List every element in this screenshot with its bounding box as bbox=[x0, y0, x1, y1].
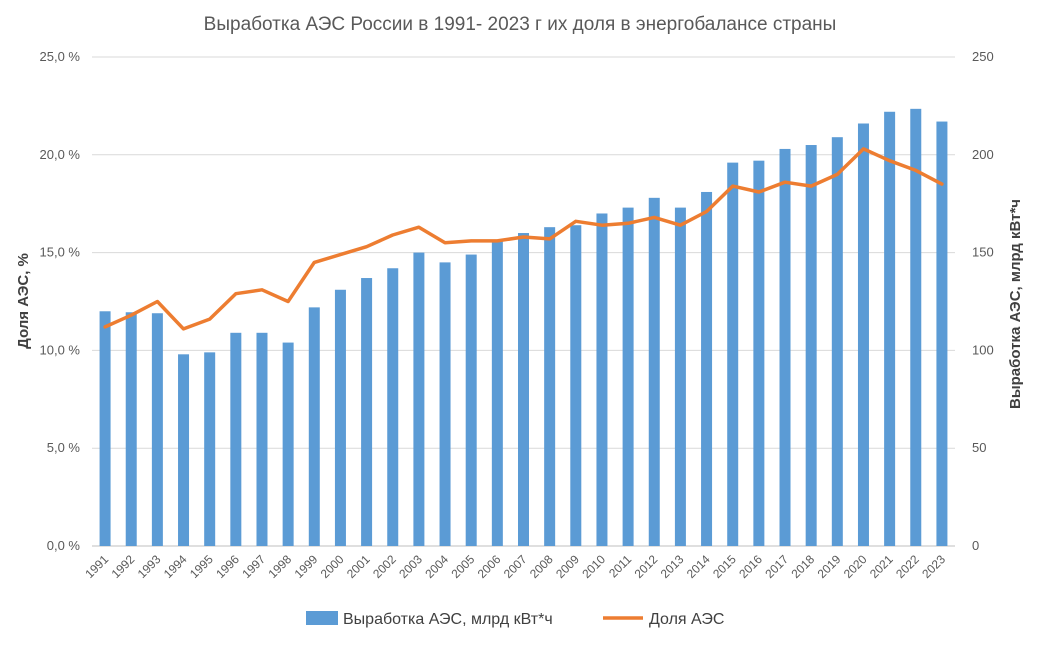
left-axis-ticks: 0,0 % 5,0 % 10,0 % 15,0 % 20,0 % 25,0 % bbox=[40, 49, 81, 553]
x-tick-label: 2013 bbox=[658, 552, 687, 581]
right-tick-label: 250 bbox=[972, 49, 994, 64]
x-tick-label: 2002 bbox=[370, 552, 399, 581]
right-tick-label: 100 bbox=[972, 342, 994, 357]
bar-2020 bbox=[857, 123, 869, 546]
x-tick-label: 1997 bbox=[239, 552, 268, 581]
left-tick-label: 0,0 % bbox=[47, 538, 81, 553]
bar-2013 bbox=[674, 207, 686, 546]
bar-1997 bbox=[256, 332, 268, 546]
left-axis-label: Доля АЭС, % bbox=[15, 253, 32, 349]
x-tick-label: 2011 bbox=[606, 552, 634, 580]
bar-1998 bbox=[282, 342, 294, 546]
bar-2021 bbox=[884, 111, 896, 546]
right-tick-label: 150 bbox=[972, 245, 994, 260]
bar-1993 bbox=[151, 313, 163, 546]
right-axis-label: Выработка АЭС, млрд кВт*ч bbox=[1007, 199, 1024, 409]
x-tick-label: 1993 bbox=[135, 552, 164, 581]
bar-1992 bbox=[125, 312, 137, 546]
line-series bbox=[103, 147, 944, 331]
right-axis-ticks: 0 50 100 150 200 250 bbox=[972, 49, 994, 553]
bar-1999 bbox=[308, 307, 320, 546]
x-tick-label: 2021 bbox=[867, 552, 896, 581]
bar-2000 bbox=[334, 289, 346, 546]
legend-label-bars: Выработка АЭС, млрд кВт*ч bbox=[343, 611, 553, 628]
bar-2016 bbox=[753, 160, 765, 546]
x-tick-label: 2009 bbox=[553, 552, 582, 581]
bar-2007 bbox=[518, 233, 529, 547]
bar-2019 bbox=[831, 137, 843, 547]
bar-2009 bbox=[570, 225, 582, 546]
x-tick-label: 2017 bbox=[762, 552, 791, 581]
right-tick-label: 200 bbox=[972, 147, 994, 162]
bar-2023 bbox=[936, 121, 948, 546]
bar-2003 bbox=[413, 252, 425, 546]
x-tick-label: 1995 bbox=[187, 552, 216, 581]
left-tick-label: 10,0 % bbox=[40, 342, 81, 357]
bar-2001 bbox=[361, 278, 373, 546]
bar-2014 bbox=[701, 191, 713, 547]
left-tick-label: 15,0 % bbox=[40, 245, 81, 260]
share-line bbox=[103, 147, 944, 331]
x-tick-label: 2012 bbox=[632, 552, 661, 581]
legend: Выработка АЭС, млрд кВт*ч Доля АЭС bbox=[306, 611, 724, 628]
x-tick-label: 2000 bbox=[318, 552, 347, 581]
bar-2005 bbox=[465, 254, 477, 546]
bar-2006 bbox=[491, 240, 503, 546]
right-tick-label: 0 bbox=[972, 538, 979, 553]
x-tick-label: 2023 bbox=[919, 552, 948, 581]
bar-1996 bbox=[230, 332, 242, 546]
bar-2017 bbox=[779, 148, 791, 546]
x-tick-label: 2003 bbox=[396, 552, 425, 581]
x-tick-label: 1994 bbox=[161, 552, 190, 581]
left-tick-label: 5,0 % bbox=[47, 440, 81, 455]
bar-2015 bbox=[727, 162, 739, 546]
bar-1991 bbox=[99, 311, 111, 546]
bar-2011 bbox=[622, 207, 634, 546]
x-tick-label: 2015 bbox=[710, 552, 739, 581]
x-tick-label: 2006 bbox=[475, 552, 504, 581]
x-tick-label: 2008 bbox=[527, 552, 556, 581]
chart-title: Выработка АЭС России в 1991- 2023 г их д… bbox=[204, 14, 837, 35]
bar-2010 bbox=[596, 213, 608, 547]
bar-2012 bbox=[648, 197, 660, 546]
x-tick-label: 2001 bbox=[344, 552, 373, 581]
x-tick-label: 1991 bbox=[82, 552, 111, 581]
x-tick-label: 2019 bbox=[815, 552, 844, 581]
bar-2008 bbox=[544, 227, 556, 546]
x-tick-label: 2022 bbox=[893, 552, 922, 581]
legend-swatch-bars bbox=[306, 611, 338, 625]
x-tick-label: 2007 bbox=[501, 552, 530, 581]
bar-1994 bbox=[178, 354, 190, 546]
x-tick-label: 2016 bbox=[736, 552, 765, 581]
bar-2004 bbox=[439, 262, 451, 546]
x-tick-label: 1998 bbox=[265, 552, 294, 581]
bar-2002 bbox=[387, 268, 399, 546]
left-tick-label: 20,0 % bbox=[40, 147, 81, 162]
x-tick-label: 1996 bbox=[213, 552, 242, 581]
legend-label-line: Доля АЭС bbox=[649, 611, 724, 628]
x-axis-ticks: 1991199219931994199519961997199819992000… bbox=[82, 552, 948, 581]
x-tick-label: 2004 bbox=[422, 552, 451, 581]
x-tick-label: 2018 bbox=[789, 552, 818, 581]
x-tick-label: 2020 bbox=[841, 552, 870, 581]
x-tick-label: 1999 bbox=[292, 552, 321, 581]
bar-2022 bbox=[910, 108, 922, 547]
right-tick-label: 50 bbox=[972, 440, 986, 455]
x-tick-label: 2005 bbox=[449, 552, 478, 581]
x-tick-label: 1992 bbox=[109, 552, 138, 581]
x-tick-label: 2014 bbox=[684, 552, 713, 581]
bar-series bbox=[99, 108, 948, 547]
x-tick-label: 2010 bbox=[579, 552, 608, 581]
bar-1995 bbox=[204, 352, 216, 546]
bar-2018 bbox=[805, 145, 817, 546]
left-tick-label: 25,0 % bbox=[40, 49, 81, 64]
